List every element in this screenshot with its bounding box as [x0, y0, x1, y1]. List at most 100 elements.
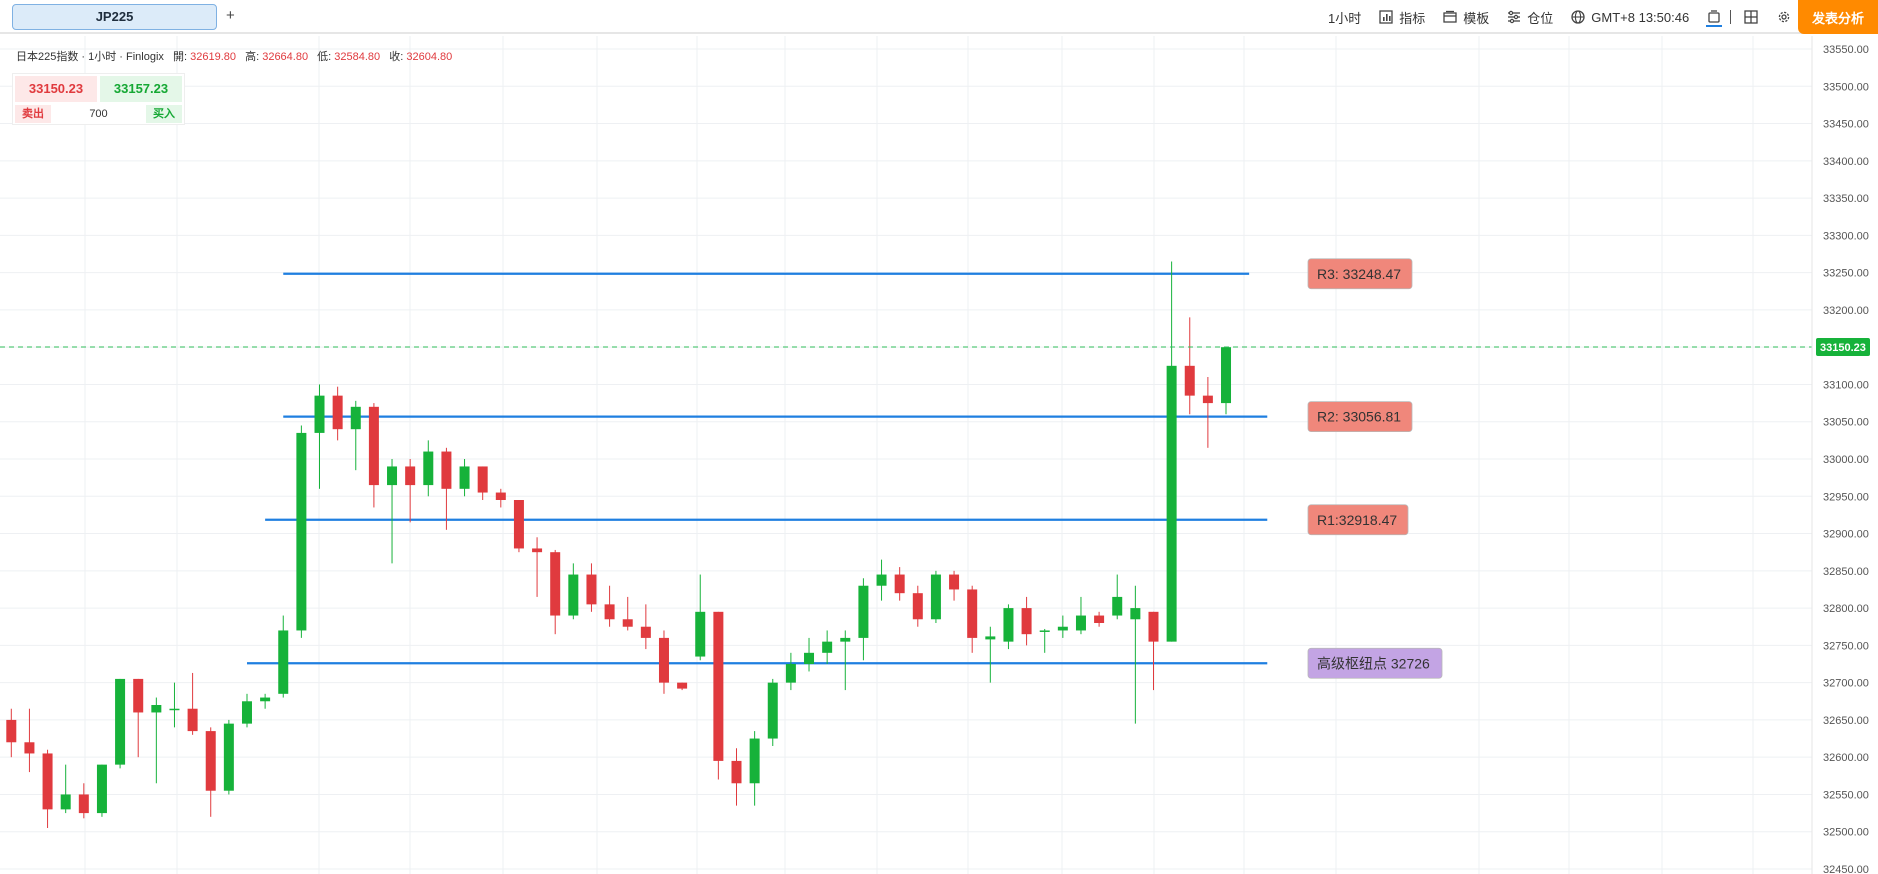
level-label-text: R3: 33248.47	[1317, 266, 1401, 282]
timeframe-button[interactable]: 1小时	[1328, 8, 1361, 27]
level-label-r1: R1:32918.47	[1307, 504, 1409, 536]
candle	[568, 563, 579, 620]
candle	[423, 440, 434, 497]
candle-body	[822, 641, 833, 653]
price-chart[interactable]: 32450.00 32500.00 32550.00 32600.00 32650.00…	[0, 36, 1878, 874]
price-axis-tick-label: 32450.00	[1823, 864, 1869, 874]
candle-body	[604, 604, 615, 620]
timezone-button[interactable]: GMT+8 13:50:46	[1570, 9, 1689, 25]
candle-body	[24, 742, 35, 754]
chart-grid	[0, 36, 1812, 874]
candle-body	[985, 636, 996, 640]
current-price-tag-text: 33150.23	[1820, 342, 1866, 354]
candle-body	[876, 574, 887, 586]
candle	[1221, 347, 1232, 415]
price-axis-tick-label: 32700.00	[1823, 678, 1869, 690]
price-axis-tick-label: 33350.00	[1823, 193, 1869, 205]
sell-button[interactable]: 卖出	[15, 105, 51, 123]
candle-body	[314, 395, 325, 433]
candle	[949, 570, 960, 601]
price-axis-tick-label: 32550.00	[1823, 789, 1869, 801]
legend-low-label: 低:	[317, 51, 332, 63]
candle-body	[151, 705, 162, 713]
candle-body	[495, 492, 506, 500]
candle-body	[550, 552, 561, 616]
price-axis-tick-label: 33400.00	[1823, 156, 1869, 168]
candle-body	[115, 678, 126, 765]
candle-body	[1130, 608, 1141, 620]
candle-body	[967, 589, 978, 638]
candle-body	[912, 593, 923, 620]
candle	[713, 611, 724, 780]
candle	[804, 637, 815, 672]
candle	[894, 567, 905, 601]
layout-grid-button[interactable]	[1743, 9, 1759, 25]
price-axis-tick-label: 32600.00	[1823, 752, 1869, 764]
timeframe-label: 1小时	[1328, 10, 1362, 26]
add-tab-button[interactable]: +	[226, 7, 235, 24]
candle-body	[60, 794, 71, 810]
templates-label: 模板	[1463, 10, 1490, 26]
level-label-text: 高级枢纽点 32726	[1317, 655, 1430, 671]
candle-body	[1039, 630, 1050, 632]
candle	[1148, 611, 1159, 691]
settings-button[interactable]	[1776, 9, 1792, 25]
candle	[586, 563, 597, 612]
candle-body	[241, 701, 252, 724]
candle-body	[1003, 608, 1014, 642]
candlestick-series	[6, 261, 1232, 828]
level-label-box	[1307, 258, 1413, 290]
price-axis-tick-label: 32900.00	[1823, 529, 1869, 541]
layers-button[interactable]	[1706, 7, 1723, 27]
candle-body	[96, 764, 107, 814]
candle-body	[1166, 365, 1177, 642]
candle	[658, 630, 669, 694]
candle-body	[296, 432, 307, 631]
price-axis-tick-label: 33550.00	[1823, 44, 1869, 56]
candle	[912, 585, 923, 627]
publish-analysis-button[interactable]: 发表分析	[1798, 0, 1878, 34]
candle-body	[785, 664, 796, 683]
candle-body	[187, 708, 198, 732]
candle	[441, 447, 452, 530]
candle	[1057, 615, 1068, 638]
current-price-tag-box	[1816, 338, 1870, 357]
candle	[405, 459, 416, 523]
positions-button[interactable]: 仓位	[1506, 8, 1553, 27]
pivot-level-labels[interactable]: R3: 33248.47 R2: 33056.81 R1:32918.47 高级枢纽点…	[1307, 258, 1443, 679]
candle	[133, 678, 144, 758]
candle	[513, 500, 524, 553]
candle-body	[622, 619, 633, 627]
legend-low-value: 32584.80	[334, 51, 381, 63]
template-icon	[1443, 10, 1457, 23]
position-sliders-icon	[1508, 10, 1521, 24]
candle-body	[223, 723, 234, 791]
price-axis-background	[1812, 36, 1878, 874]
candle	[749, 731, 760, 806]
price-axis[interactable]: 32450.00 32500.00 32550.00 32600.00 32650.00…	[1811, 36, 1878, 874]
level-label-box	[1307, 647, 1443, 679]
indicators-icon	[1379, 10, 1393, 24]
buy-price[interactable]: 33157.23	[100, 76, 182, 102]
candle-body	[332, 395, 343, 430]
level-label-box	[1307, 401, 1413, 433]
price-axis-tick-label: 32850.00	[1823, 566, 1869, 578]
candle	[930, 570, 941, 623]
candle	[6, 708, 17, 758]
quantity-input[interactable]	[53, 105, 144, 123]
candle-body	[767, 682, 778, 739]
symbol-tab-jp225[interactable]: JP225	[12, 4, 217, 30]
indicators-button[interactable]: 指标	[1378, 8, 1425, 27]
toolbar-actions: 1小时 指标 模板 仓	[1328, 0, 1809, 34]
candle	[187, 672, 198, 735]
current-price-tag: 33150.23	[1816, 338, 1870, 357]
candle-body	[949, 574, 960, 590]
templates-button[interactable]: 模板	[1442, 8, 1489, 27]
sell-price[interactable]: 33150.23	[15, 76, 97, 102]
candle-body	[1075, 615, 1086, 631]
buy-button[interactable]: 买入	[146, 105, 182, 123]
pivot-level-lines[interactable]	[246, 272, 1268, 665]
candle	[205, 727, 216, 817]
price-axis-tick-label: 33250.00	[1823, 268, 1869, 280]
candle-body	[477, 466, 488, 493]
